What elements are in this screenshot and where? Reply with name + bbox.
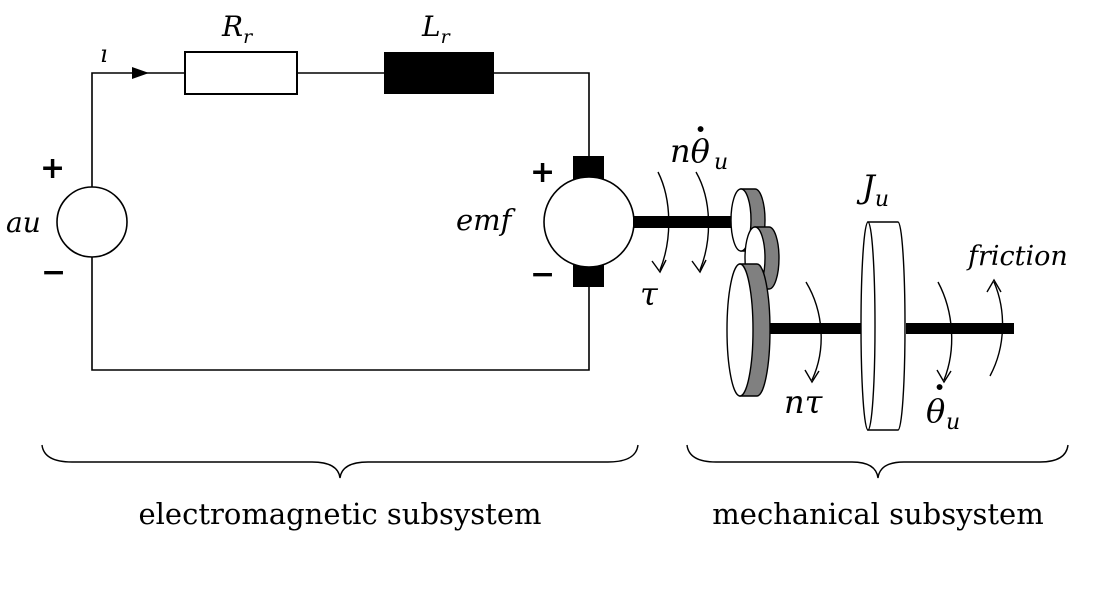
- tau-rotation-arrow: [651, 171, 710, 274]
- motor-shaft: [633, 216, 737, 228]
- tau-label: τ: [640, 275, 659, 313]
- theta-dot-rotation-arrow: [936, 281, 953, 384]
- inductor: [384, 52, 494, 94]
- n-tau-rotation-arrow: [804, 281, 822, 384]
- motor-minus-sign: −: [530, 257, 555, 292]
- theta-dot-label: θ: [926, 392, 945, 430]
- friction-rotation-arrow: [986, 278, 1004, 377]
- n-tau-label: nτ: [784, 383, 824, 421]
- electromagnetic-caption: electromagnetic subsystem: [139, 497, 542, 531]
- source-minus-sign: −: [41, 255, 66, 290]
- circuit-wires: [91, 72, 590, 371]
- large-gear: [726, 263, 771, 397]
- n-theta-dot-label: nθ: [670, 132, 710, 170]
- output-shaft-right: [906, 323, 1014, 334]
- source-label: au: [6, 206, 41, 239]
- voltage-source: [56, 186, 128, 258]
- current-arrow-icon: [132, 67, 149, 79]
- resistor: [184, 51, 298, 95]
- dc-motor: [543, 176, 635, 268]
- motor-plus-sign: +: [530, 155, 555, 190]
- emf-label: emf: [456, 203, 517, 237]
- n-theta-dot-subscript: u: [714, 150, 728, 175]
- output-shaft-left: [770, 323, 865, 334]
- inertia-label: Ju: [856, 168, 889, 212]
- source-plus-sign: +: [40, 151, 65, 186]
- mechanical-brace: [686, 444, 1069, 479]
- theta-dot-subscript: u: [946, 410, 960, 435]
- current-label: ı: [100, 40, 108, 68]
- n-theta-dot-accent: ·: [695, 110, 706, 148]
- friction-label: friction: [966, 241, 1068, 272]
- motor-top-terminal: [573, 156, 604, 180]
- electromagnetic-brace: [41, 444, 639, 479]
- inertia-disc: [860, 221, 906, 431]
- inductor-label: Lr: [421, 10, 452, 48]
- theta-dot-accent: ·: [934, 368, 945, 406]
- mechanical-caption: mechanical subsystem: [712, 497, 1043, 531]
- resistor-label: Rr: [221, 10, 254, 48]
